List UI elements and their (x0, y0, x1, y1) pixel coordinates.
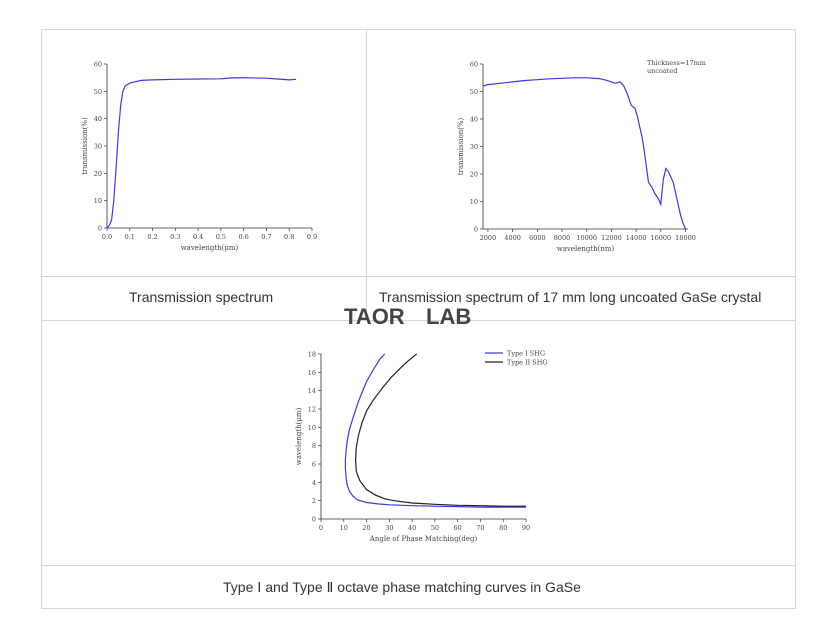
y-tick-label: 0 (474, 226, 478, 234)
transmission-spectrum-chart: 0.0 0.1 0.2 0.3 0.4 0.5 0.6 0.7 0.8 0.9 0 10 20 30 40 5… (81, 61, 317, 253)
y-tick-label: 40 (470, 116, 478, 124)
x-axis-label: wavelength(μm) (181, 244, 239, 252)
x-tick-label: 16000 (650, 234, 671, 242)
caption-gase-transmission: Transmission spectrum of 17 mm long unco… (379, 289, 762, 305)
y-tick-label: 16 (308, 369, 316, 377)
series-line-1 (482, 77, 687, 230)
x-tick-label: 14000 (626, 234, 647, 242)
caption-phase-matching: Type Ⅰ and Type Ⅱ octave phase matching … (223, 579, 581, 595)
taorlab-watermark-logo: TAOR LAB (344, 305, 471, 327)
series-line-1 (344, 353, 526, 508)
y-tick-label: 60 (94, 61, 102, 69)
legend-label: Type I SHG (507, 350, 545, 358)
y-tick-label: 8 (312, 442, 316, 450)
x-axis-label: Angle of Phase Matching(deg) (369, 535, 478, 543)
y-tick-label: 2 (312, 497, 316, 505)
x-tick-label: 40 (408, 524, 416, 532)
x-axis-label: wavelength(nm) (557, 245, 615, 253)
x-tick-label: 0.0 (102, 233, 112, 241)
x-tick-label: 0.1 (125, 233, 135, 241)
y-tick-label: 40 (94, 115, 102, 123)
x-tick-label: 90 (522, 524, 530, 532)
y-axis-label: transmission(%) (81, 117, 89, 175)
x-tick-label: 0.4 (193, 233, 203, 241)
series-line-1 (106, 77, 297, 229)
y-tick-label: 20 (470, 171, 478, 179)
watermark-text-a: TAOR (344, 305, 405, 327)
gase-transmission-chart: 2000 4000 6000 8000 10000 12000 14000 16000 1800… (457, 59, 706, 253)
x-tick-label: 18000 (675, 234, 696, 242)
cell-divider-vertical (366, 30, 367, 320)
x-tick-label: 30 (385, 524, 393, 532)
row-divider-1 (42, 276, 795, 277)
image-table (41, 29, 796, 609)
y-tick-label: 50 (470, 88, 478, 96)
x-tick-label: 0 (319, 524, 323, 532)
x-tick-label: 0.7 (261, 233, 271, 241)
legend-label: Type II SHG (507, 359, 548, 367)
x-tick-label: 10 (340, 524, 348, 532)
phase-matching-chart: 0 10 20 30 40 50 60 70 80 90 0 2 4 6 8 10 12 14 16 18 Angle … (295, 350, 548, 544)
y-tick-label: 50 (94, 88, 102, 96)
y-tick-label: 4 (312, 479, 316, 487)
row-divider-3 (42, 565, 795, 566)
y-axis-label: transmission(%) (457, 117, 465, 175)
x-tick-label: 12000 (601, 234, 622, 242)
x-tick-label: 0.2 (147, 233, 157, 241)
y-tick-label: 0 (98, 225, 102, 233)
x-tick-label: 80 (499, 524, 507, 532)
x-tick-label: 50 (431, 524, 439, 532)
y-tick-label: 30 (94, 143, 102, 151)
chart-annotation: Thickness=17mm (647, 59, 706, 67)
y-tick-label: 10 (308, 424, 316, 432)
x-tick-label: 0.9 (307, 233, 317, 241)
x-tick-label: 8000 (554, 234, 571, 242)
y-tick-label: 10 (470, 198, 478, 206)
x-tick-label: 70 (476, 524, 484, 532)
y-tick-label: 14 (308, 387, 316, 395)
x-tick-label: 6000 (529, 234, 546, 242)
y-tick-label: 20 (94, 170, 102, 178)
y-tick-label: 12 (308, 406, 316, 414)
x-tick-label: 0.8 (284, 233, 294, 241)
x-tick-label: 20 (362, 524, 370, 532)
y-tick-label: 0 (312, 516, 316, 524)
x-tick-label: 0.5 (216, 233, 226, 241)
x-tick-label: 10000 (576, 234, 597, 242)
x-tick-label: 60 (454, 524, 462, 532)
y-tick-label: 6 (312, 461, 316, 469)
row-divider-2 (42, 320, 795, 321)
y-tick-label: 18 (308, 351, 316, 359)
x-tick-label: 4000 (504, 234, 521, 242)
y-axis-label: wavelength(μm) (295, 407, 303, 465)
y-tick-label: 10 (94, 197, 102, 205)
watermark-text-b: LAB (426, 305, 471, 327)
caption-transmission-spectrum: Transmission spectrum (129, 289, 274, 305)
chart-annotation: uncoated (647, 67, 677, 75)
x-tick-label: 0.3 (170, 233, 180, 241)
x-tick-label: 0.6 (238, 233, 248, 241)
y-tick-label: 30 (470, 143, 478, 151)
y-tick-label: 60 (470, 61, 478, 69)
series-line-2 (354, 353, 526, 507)
x-tick-label: 2000 (480, 234, 497, 242)
